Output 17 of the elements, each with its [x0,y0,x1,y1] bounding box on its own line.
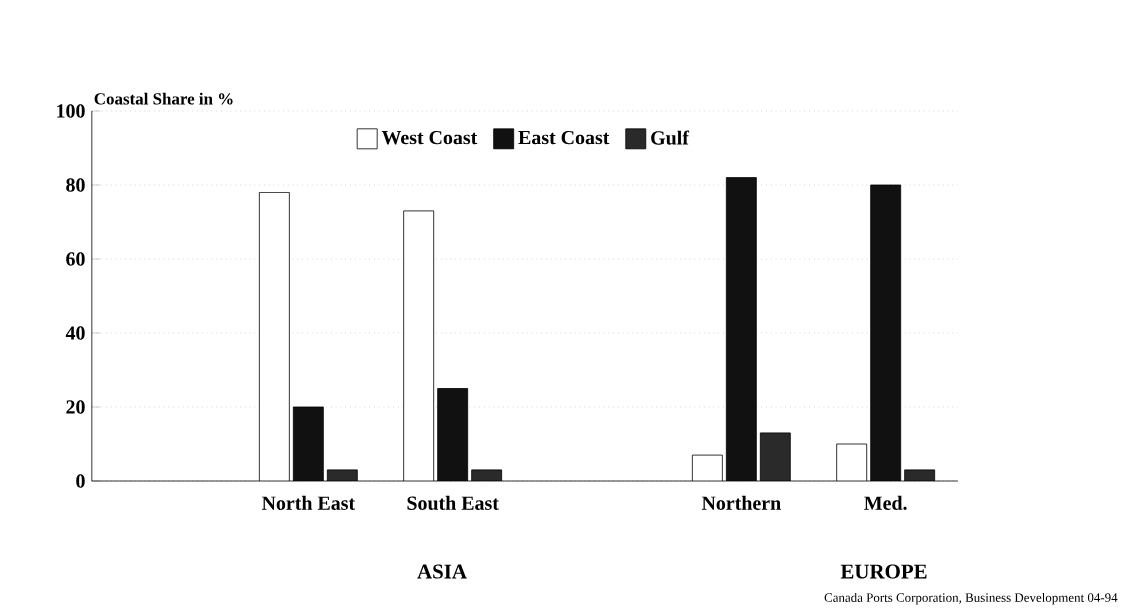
y-tick-label: 60 [66,252,85,266]
x-tick-label: Med. [864,495,907,510]
x-tick-label: North East [261,495,356,510]
legend-label: Gulf [651,130,690,145]
text: ASIA [417,564,467,579]
y-axis-title: Coastal Share in % [94,92,233,105]
x-tick-label: South East [407,495,499,510]
y-tick-label: 100 [57,104,85,118]
y-tick-label: 20 [66,400,85,414]
x-tick-label: Northern [701,495,781,510]
y-tick-label: 80 [66,178,85,192]
legend-label: East Coast [518,130,610,145]
text: Canada Ports Corporation, Business Development 04-94 [824,592,1118,605]
y-tick-label: 0 [76,474,85,488]
text: EUROPE [840,564,927,579]
y-tick-label: 40 [65,326,85,340]
legend-label: West Coast [381,130,478,145]
